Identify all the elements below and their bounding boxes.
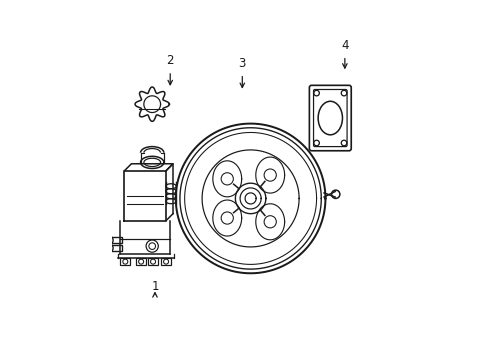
- Bar: [136, 258, 146, 265]
- Bar: [109, 237, 122, 243]
- Text: 3: 3: [238, 57, 245, 69]
- Text: 1: 1: [151, 280, 159, 293]
- Bar: [161, 258, 171, 265]
- Bar: [148, 258, 158, 265]
- Bar: [109, 245, 122, 251]
- Text: 4: 4: [341, 39, 348, 51]
- Bar: [120, 258, 130, 265]
- Text: 2: 2: [166, 54, 174, 67]
